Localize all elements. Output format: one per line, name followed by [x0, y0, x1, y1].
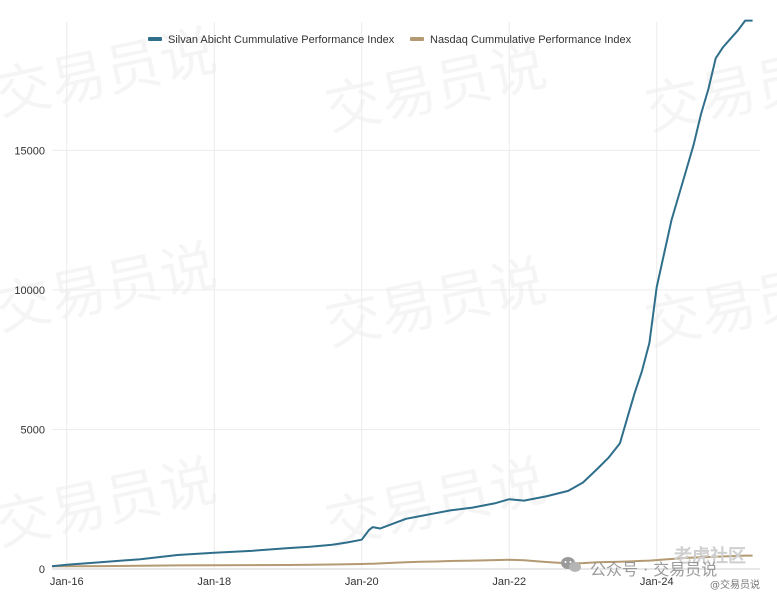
x-tick-label: Jan-20 — [345, 576, 379, 588]
watermark-text: 交易员说 — [319, 249, 552, 359]
legend-swatch — [148, 37, 162, 41]
series-line-silvan-abicht — [51, 19, 753, 568]
y-tick-label: 15000 — [14, 145, 45, 157]
legend-label: Nasdaq Cummulative Performance Index — [430, 34, 632, 46]
legend-item-nasdaq[interactable]: Nasdaq Cummulative Performance Index — [410, 34, 632, 46]
legend[interactable]: Silvan Abicht Cummulative Performance In… — [148, 34, 632, 46]
y-tick-label: 10000 — [14, 285, 45, 297]
y-tick-label: 0 — [39, 564, 45, 576]
x-tick-label: Jan-18 — [197, 576, 231, 588]
x-tick-label: Jan-22 — [492, 576, 526, 588]
legend-label: Silvan Abicht Cummulative Performance In… — [168, 34, 395, 46]
legend-swatch — [410, 37, 424, 41]
watermark-text: 交易员说 — [319, 449, 552, 559]
watermark-layer: 交易员说交易员说交易员说交易员说交易员说交易员说交易员说交易员说 — [0, 19, 777, 559]
watermark-text: 交易员说 — [319, 34, 552, 144]
y-tick-label: 5000 — [21, 424, 45, 436]
series-line-nasdaq — [52, 554, 753, 568]
watermark-text: 交易员说 — [639, 249, 777, 359]
x-tick-label: Jan-24 — [640, 576, 674, 588]
axis-layer: 0 5000 10000 15000 Jan-16 Jan-18 Jan-20 Jan-22 J… — [14, 145, 760, 588]
watermark-text: 交易员说 — [0, 449, 222, 559]
legend-item-silvan-abicht[interactable]: Silvan Abicht Cummulative Performance In… — [148, 34, 395, 46]
series-layer — [51, 19, 753, 568]
x-tick-label: Jan-16 — [50, 576, 84, 588]
